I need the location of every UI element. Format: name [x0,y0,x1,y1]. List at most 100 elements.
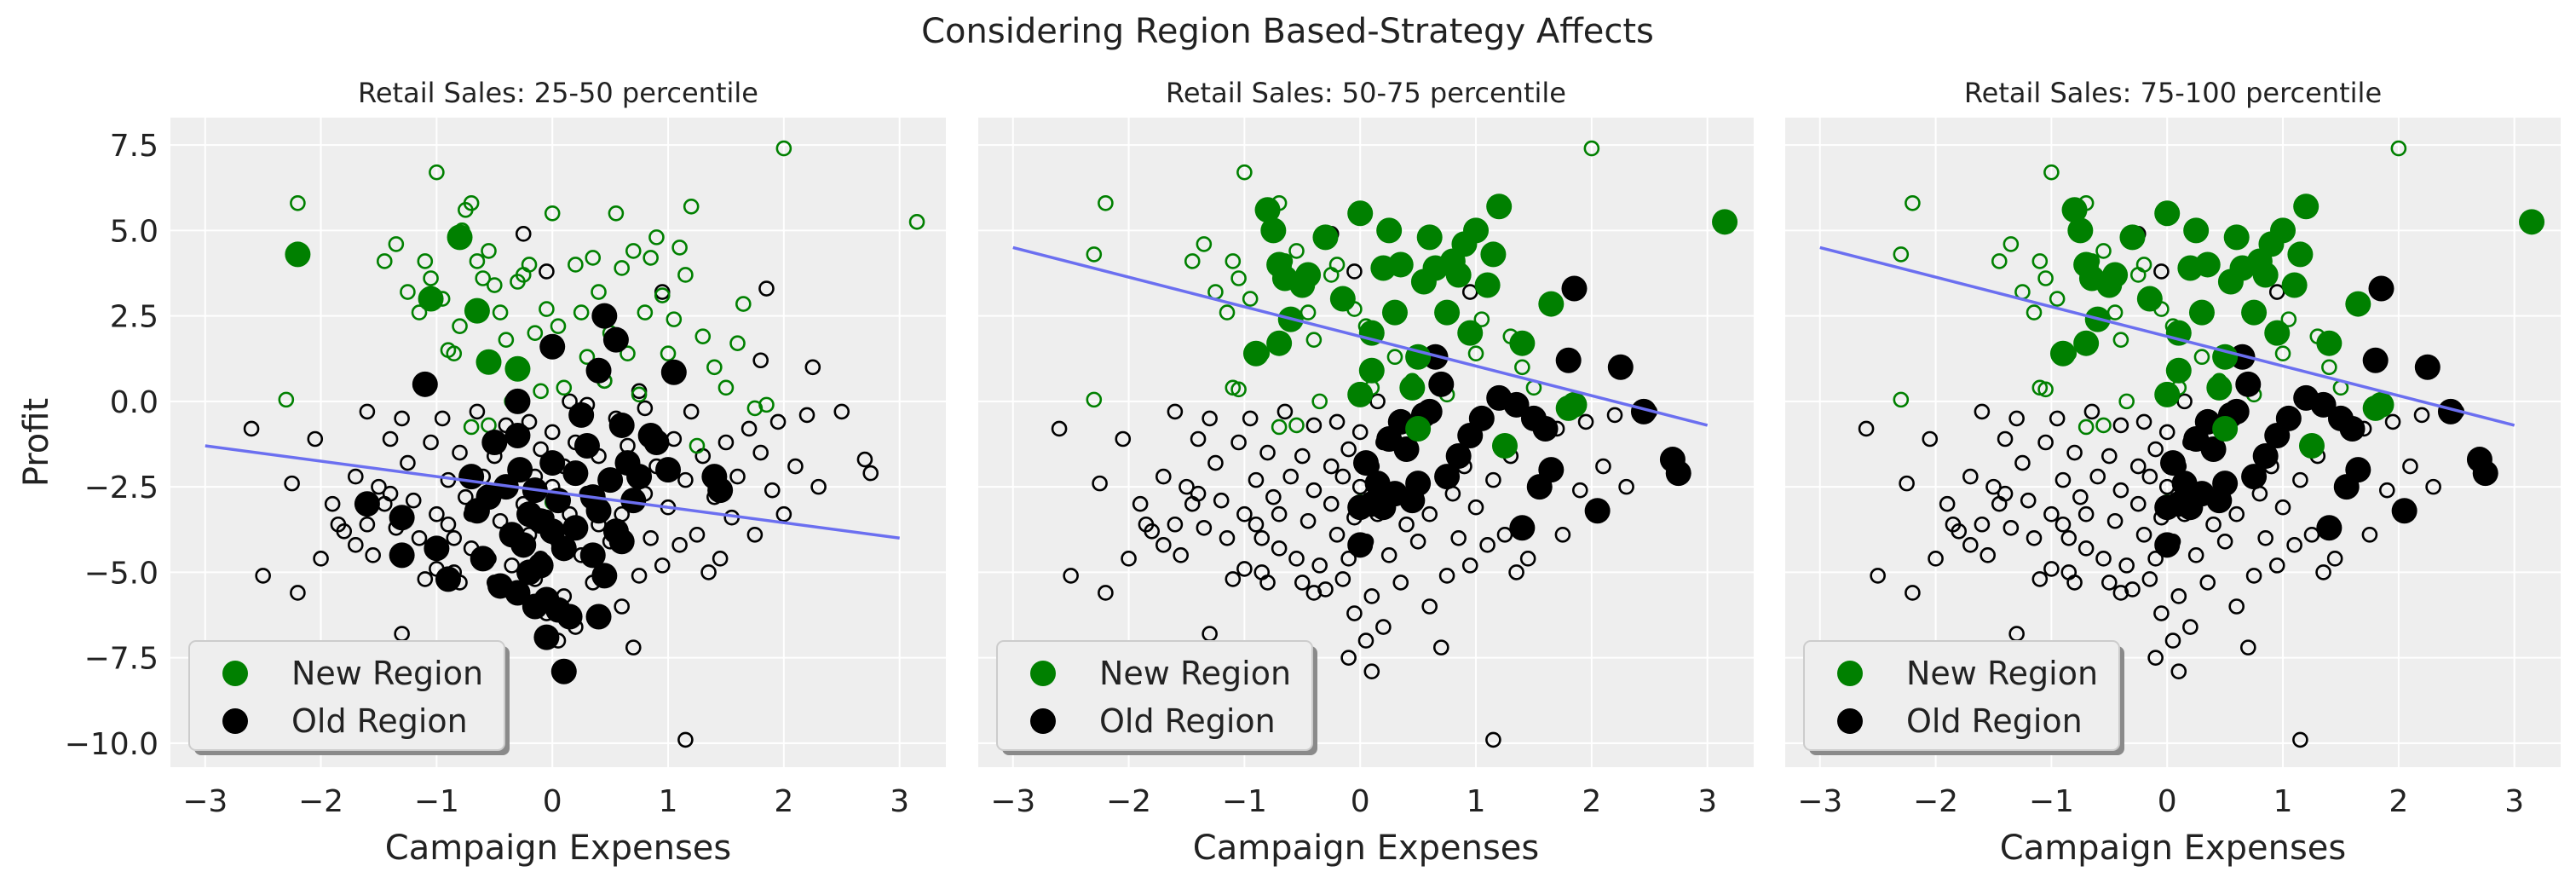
old-region-point [539,450,566,476]
legend-box [1803,640,2120,751]
old-region-hollow-point [1554,526,1571,543]
old-region-point [626,464,653,490]
old-region-hollow-point [1595,458,1611,475]
old-region-hollow-point [434,410,451,427]
new-region-point [2154,381,2181,407]
new-region-hollow-point [417,253,434,269]
old-region-hollow-point [752,444,769,461]
old-region-point [424,535,450,562]
old-region-hollow-point [417,571,434,587]
old-region-hollow-point [1121,551,1137,567]
new-region-point [464,297,490,324]
new-region-hollow-point [498,332,515,348]
new-region-hollow-point [446,345,463,362]
old-region-hollow-point [775,505,792,523]
new-region-point [1463,217,1490,244]
old-region-hollow-point [313,551,329,567]
old-region-point [2316,515,2343,541]
new-region-point [2293,193,2320,220]
new-region-hollow-point [1386,349,1403,366]
old-region-hollow-point [856,451,873,468]
new-region-point [2241,299,2268,326]
old-region-point [389,505,415,531]
old-region-hollow-point [2413,407,2430,424]
old-region-hollow-point [2141,468,2158,485]
old-region-hollow-point [625,639,642,655]
old-region-point [1457,422,1484,448]
old-region-hollow-point [1167,403,1184,420]
x-tick-label: 0 [543,784,562,819]
old-region-hollow-point [2199,575,2216,591]
new-region-hollow-point [758,396,775,413]
old-region-point [568,401,595,428]
new-region-hollow-point [2112,332,2129,348]
new-region-hollow-point [1271,419,1288,436]
old-region-hollow-point [1323,458,1340,475]
new-region-hollow-point [573,304,590,321]
old-region-hollow-point [1305,417,1323,434]
old-region-hollow-point [1974,403,1991,420]
new-region-hollow-point [625,243,642,259]
new-region-hollow-point [2274,345,2291,362]
new-region-point [1434,299,1461,326]
new-region-point [2519,209,2545,235]
old-region-hollow-point [1225,571,1242,587]
old-region-hollow-point [1962,537,1979,553]
old-region-hollow-point [654,557,671,574]
old-region-hollow-point [1951,523,1968,540]
old-region-hollow-point [1288,551,1305,567]
new-region-hollow-point [1184,253,1201,269]
old-region-hollow-point [1300,512,1317,529]
old-region-point [2327,405,2354,431]
old-region-hollow-point [405,492,422,509]
new-region-hollow-point [492,304,509,321]
legend: New Region Old Region [188,640,510,755]
new-region-point [1260,217,1287,244]
old-region-hollow-point [2153,605,2170,621]
legend-marker-new-region [1837,661,1863,686]
old-region-hollow-point [365,547,381,563]
y-tick-label: 0.0 [110,385,158,420]
new-region-point [475,349,502,375]
old-region-hollow-point [2095,551,2112,567]
old-region-hollow-point [324,495,341,512]
new-region-hollow-point [533,383,549,400]
old-region-point [2171,471,2198,497]
new-region-hollow-point [376,253,393,269]
new-region-point [1561,391,1588,418]
old-region-hollow-point [1155,468,1172,485]
old-region-hollow-point [746,526,764,543]
old-region-hollow-point [1271,540,1288,557]
old-region-hollow-point [1450,529,1467,546]
new-region-hollow-point [654,287,671,303]
new-region-hollow-point [1219,304,1236,321]
old-region-hollow-point [1334,571,1351,587]
new-region-hollow-point [2193,349,2210,366]
new-region-point [2154,200,2181,227]
old-region-point [585,498,612,524]
x-tick-label: −3 [1797,784,1842,819]
old-region-hollow-point [752,352,769,369]
old-region-hollow-point [804,359,821,376]
old-region-point [1347,494,1374,521]
old-region-point [504,388,531,414]
old-region-hollow-point [1409,534,1426,550]
legend-marker-old-region [222,708,248,734]
old-region-hollow-point [2089,468,2106,485]
old-region-hollow-point [1276,403,1294,420]
old-region-point [2437,398,2464,424]
new-region-hollow-point [2280,311,2297,327]
old-region-point [707,477,734,504]
old-region-hollow-point [2083,403,2101,420]
fit-line [1012,245,1709,427]
x-tick-label: 1 [2273,784,2293,819]
old-region-hollow-point [2118,557,2135,574]
old-region-hollow-point [2106,512,2124,529]
old-region-point [2160,450,2186,476]
new-region-point [447,224,473,251]
new-region-hollow-point [620,345,636,362]
old-region-point [1364,471,1391,497]
old-region-point [1434,464,1461,490]
old-region-hollow-point [1253,564,1271,580]
new-region-hollow-point [1288,417,1305,434]
